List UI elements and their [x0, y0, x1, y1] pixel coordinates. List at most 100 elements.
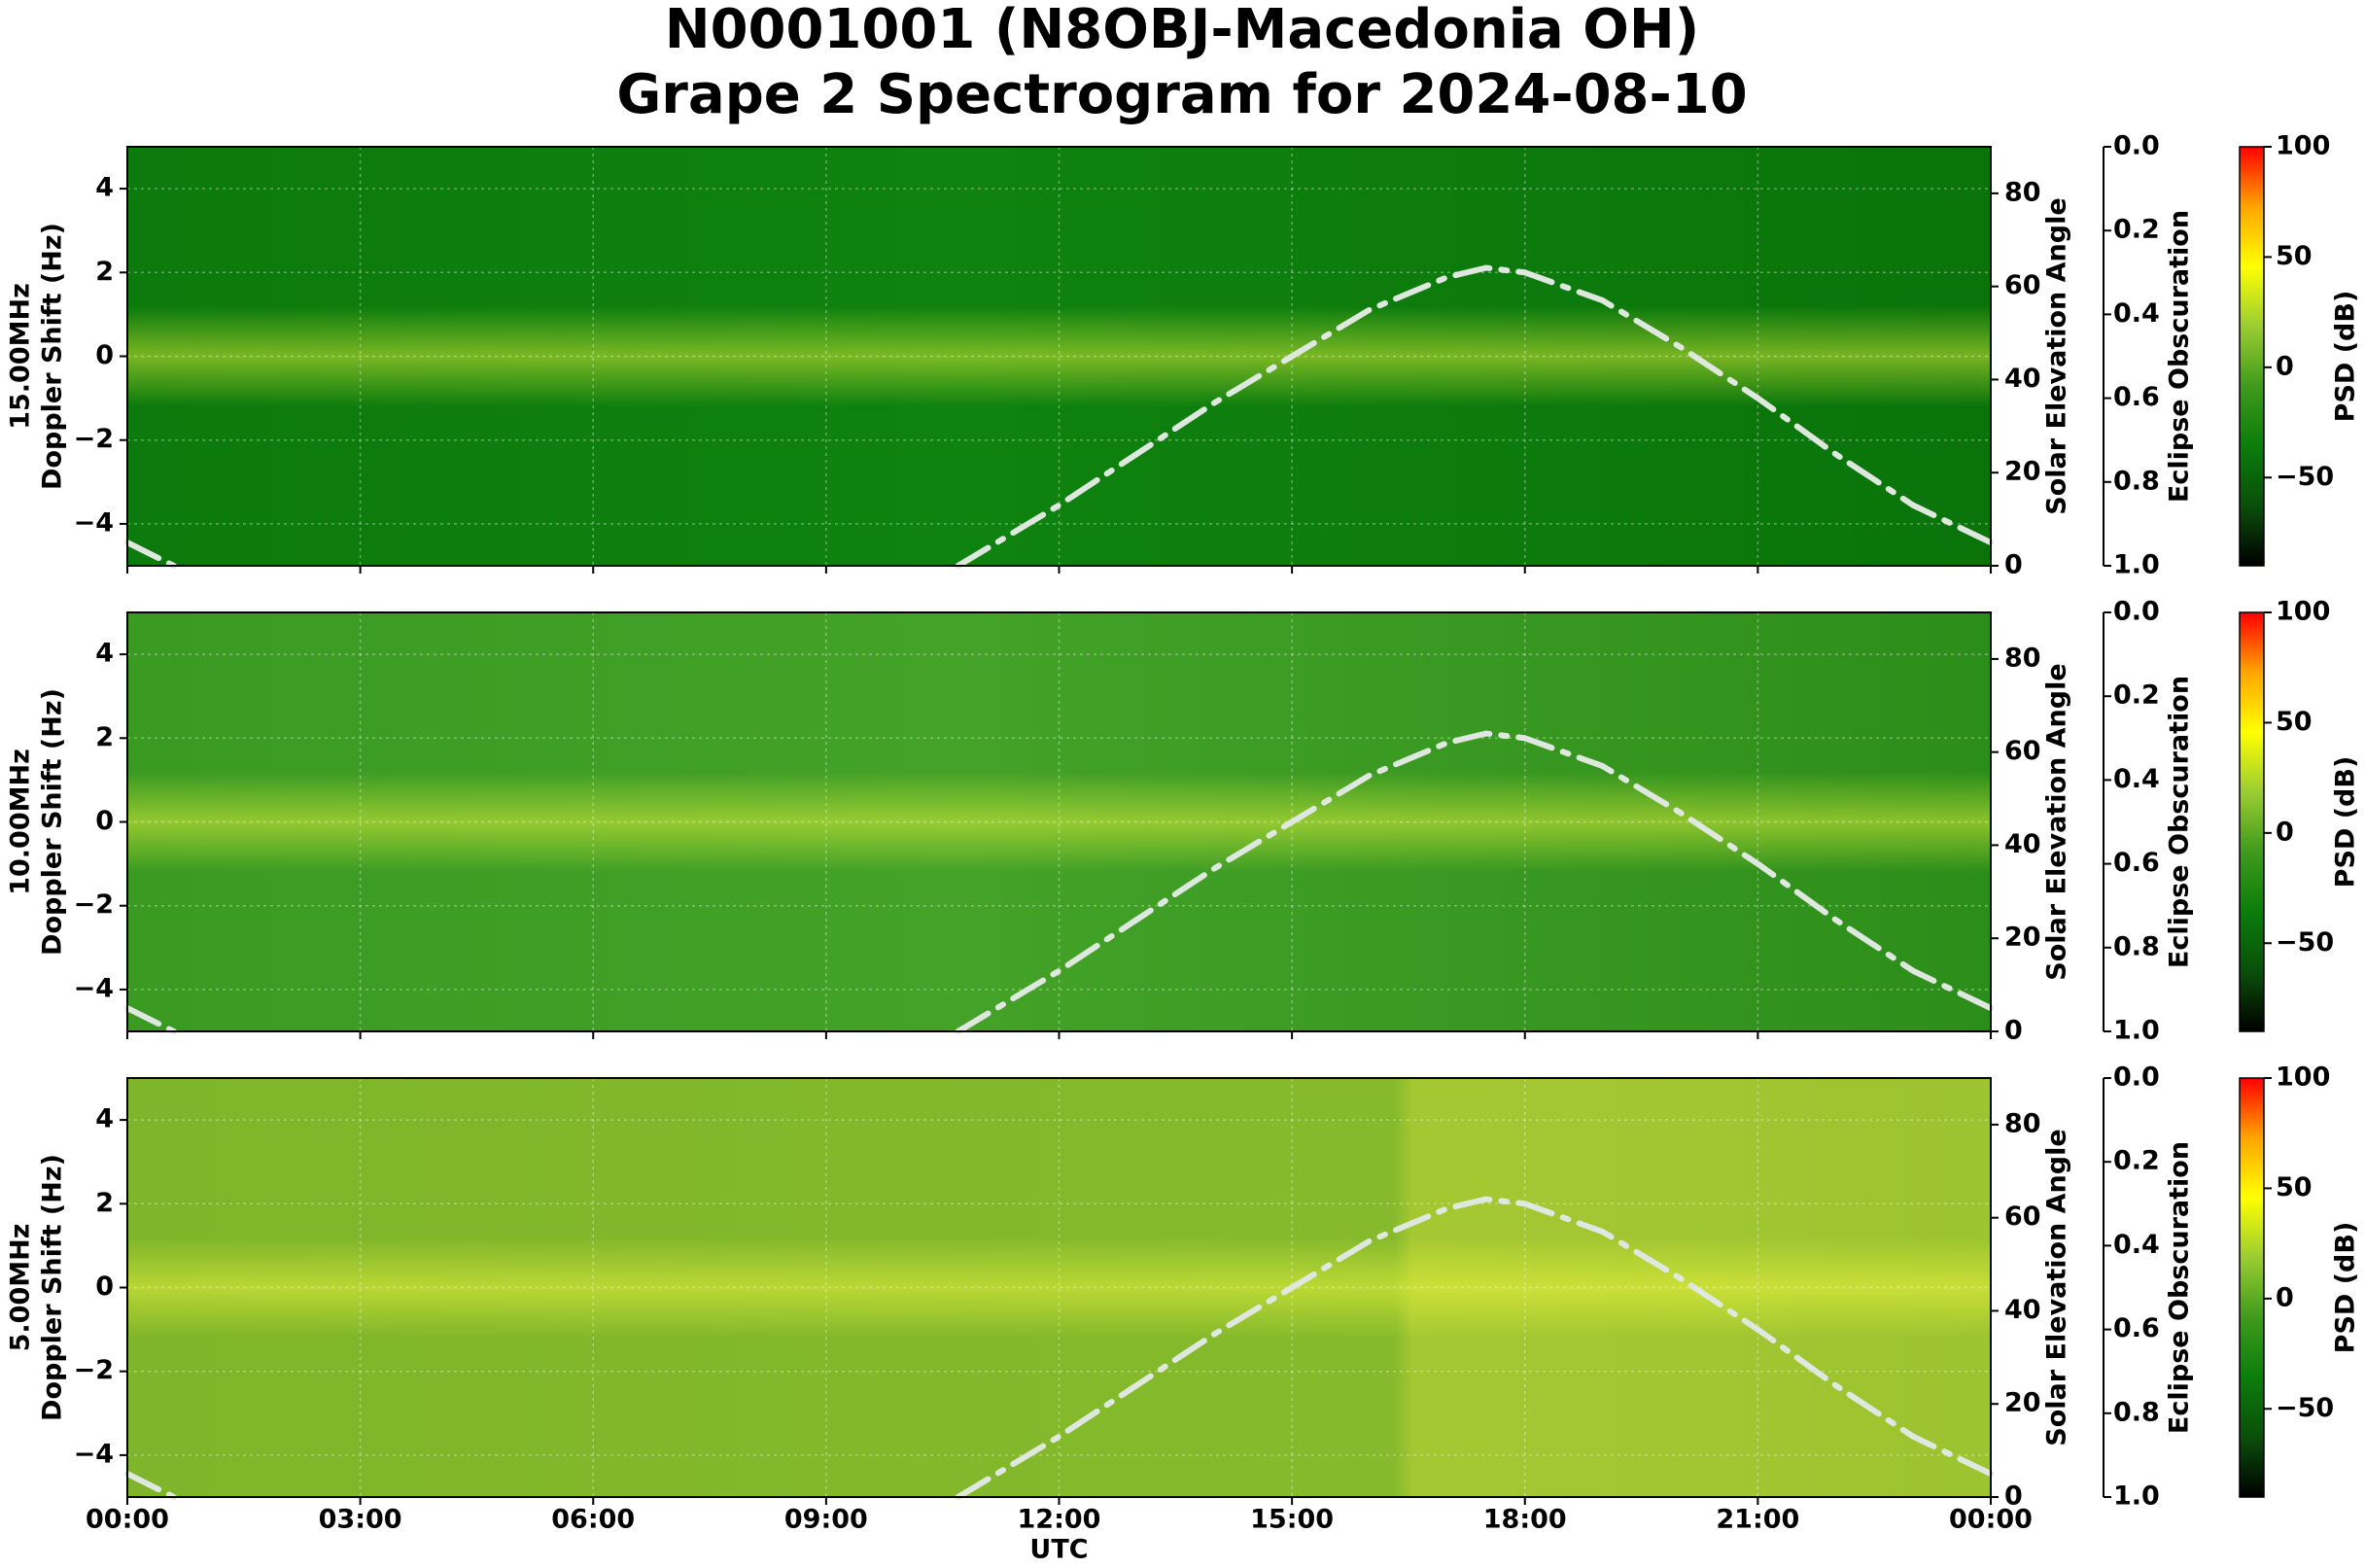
y-axis-label: Doppler Shift (Hz) — [38, 1154, 68, 1421]
y2-tick-label: 0 — [2004, 1481, 2023, 1512]
x-tick-label: 12:00 — [1018, 1505, 1101, 1535]
colorbar-label: PSD (dB) — [2331, 756, 2361, 889]
colorbar — [2239, 1077, 2265, 1498]
spectrogram-band — [127, 771, 1991, 873]
y2-tick-label: 40 — [2004, 364, 2041, 394]
x-axis-label: UTC — [1029, 1535, 1088, 1565]
y2-tick-label: 40 — [2004, 829, 2041, 859]
x-tick-label: 18:00 — [1483, 1505, 1567, 1535]
y3-tick-label: 0.0 — [2113, 131, 2160, 161]
y2-tick-label: 0 — [2004, 1016, 2023, 1046]
y2-tick-label: 40 — [2004, 1295, 2041, 1325]
y3-tick-label: 0.6 — [2113, 382, 2160, 412]
y2-tick-label: 80 — [2004, 1108, 2041, 1138]
plot-frame — [126, 611, 1992, 1032]
y3-tick-label: 0.8 — [2113, 1397, 2160, 1427]
elevation-line — [955, 730, 1994, 1034]
elevation-line — [124, 1471, 177, 1500]
y2-tick-label: 80 — [2004, 643, 2041, 673]
plot-frame — [126, 146, 1992, 567]
y-tick-label: −4 — [74, 973, 114, 1003]
y3-tick-label: 0.4 — [2113, 1230, 2160, 1260]
y-tick-label: 0 — [95, 340, 114, 370]
x-tick-label: 03:00 — [319, 1505, 402, 1535]
colorbar-label: PSD (dB) — [2331, 1222, 2361, 1354]
y-tick-label: −2 — [74, 889, 114, 920]
y2-tick-label: 0 — [2004, 550, 2023, 580]
x-tick-label: 21:00 — [1716, 1505, 1799, 1535]
colorbar-tick-label: 50 — [2276, 241, 2313, 271]
y2-tick-label: 60 — [2004, 1202, 2041, 1232]
x-tick-label: 00:00 — [86, 1505, 169, 1535]
x-tick-label: 09:00 — [784, 1505, 868, 1535]
colorbar-tick-label: −50 — [2276, 927, 2334, 958]
y3-tick-label: 1.0 — [2113, 1016, 2160, 1046]
y2-axis-label: Solar Elevation Angle — [2042, 1129, 2072, 1446]
colorbar-tick-label: 100 — [2276, 597, 2330, 627]
y-axis-label: 5.00MHz — [6, 1224, 36, 1352]
y-tick-label: 2 — [95, 1188, 114, 1218]
colorbar-tick-label: 100 — [2276, 131, 2330, 161]
y3-axis-label: Eclipse Obscuration — [2165, 676, 2195, 968]
y-axis-label: 10.00MHz — [6, 749, 36, 895]
y3-tick-label: 0.6 — [2113, 1313, 2160, 1343]
y2-tick-label: 20 — [2004, 457, 2041, 487]
y-tick-label: −2 — [74, 1355, 114, 1385]
elevation-line — [955, 264, 1994, 569]
y3-tick-label: 0.8 — [2113, 931, 2160, 961]
x-tick-label: 00:00 — [1949, 1505, 2033, 1535]
y3-tick-label: 0.6 — [2113, 848, 2160, 878]
spectrogram-band — [127, 1237, 1991, 1339]
y2-tick-label: 20 — [2004, 923, 2041, 953]
y2-axis-label: Solar Elevation Angle — [2042, 663, 2072, 980]
colorbar-tick-label: 50 — [2276, 1172, 2313, 1202]
colorbar-tick-label: −50 — [2276, 1393, 2334, 1423]
y-tick-label: 4 — [95, 1104, 114, 1134]
x-tick-label: 15:00 — [1250, 1505, 1334, 1535]
y-tick-label: 0 — [95, 1272, 114, 1302]
y-axis-label: Doppler Shift (Hz) — [38, 223, 68, 490]
y3-tick-label: 0.8 — [2113, 466, 2160, 496]
y2-tick-label: 80 — [2004, 177, 2041, 207]
y3-tick-label: 0.2 — [2113, 680, 2160, 711]
y3-tick-label: 0.4 — [2113, 298, 2160, 329]
x-tick-label: 06:00 — [551, 1505, 635, 1535]
y2-tick-label: 60 — [2004, 736, 2041, 766]
y-axis-label: Doppler Shift (Hz) — [38, 688, 68, 956]
y3-axis-label: Eclipse Obscuration — [2165, 1141, 2195, 1434]
spectrogram-band — [127, 305, 1991, 407]
colorbar-tick-label: 0 — [2276, 817, 2294, 847]
y-tick-label: 2 — [95, 722, 114, 752]
elevation-line — [124, 1005, 177, 1034]
colorbar — [2239, 146, 2265, 567]
y3-axis-label: Eclipse Obscuration — [2165, 210, 2195, 503]
y-tick-label: −4 — [74, 1439, 114, 1469]
y-tick-label: −4 — [74, 507, 114, 538]
y3-tick-label: 0.2 — [2113, 215, 2160, 245]
colorbar-tick-label: 50 — [2276, 707, 2313, 737]
y-tick-label: 4 — [95, 639, 114, 669]
y2-axis-label: Solar Elevation Angle — [2042, 197, 2072, 514]
y2-tick-label: 20 — [2004, 1388, 2041, 1418]
colorbar-label: PSD (dB) — [2331, 291, 2361, 423]
y-tick-label: 0 — [95, 806, 114, 836]
colorbar-tick-label: 0 — [2276, 351, 2294, 381]
colorbar — [2239, 611, 2265, 1032]
y3-tick-label: 1.0 — [2113, 1481, 2160, 1512]
colorbar-tick-label: 100 — [2276, 1063, 2330, 1093]
y2-tick-label: 60 — [2004, 270, 2041, 300]
y3-tick-label: 0.2 — [2113, 1146, 2160, 1176]
y-tick-label: 2 — [95, 257, 114, 287]
y-axis-label: 15.00MHz — [6, 283, 36, 430]
y-tick-label: 4 — [95, 173, 114, 203]
colorbar-tick-label: 0 — [2276, 1282, 2294, 1312]
y3-tick-label: 1.0 — [2113, 550, 2160, 580]
plot-frame — [126, 1077, 1992, 1498]
elevation-line — [955, 1196, 1994, 1500]
y3-tick-label: 0.0 — [2113, 1063, 2160, 1093]
y3-tick-label: 0.0 — [2113, 597, 2160, 627]
colorbar-tick-label: −50 — [2276, 462, 2334, 492]
chart-title: N0001001 (N8OBJ-Macedonia OH) — [665, 0, 1700, 61]
